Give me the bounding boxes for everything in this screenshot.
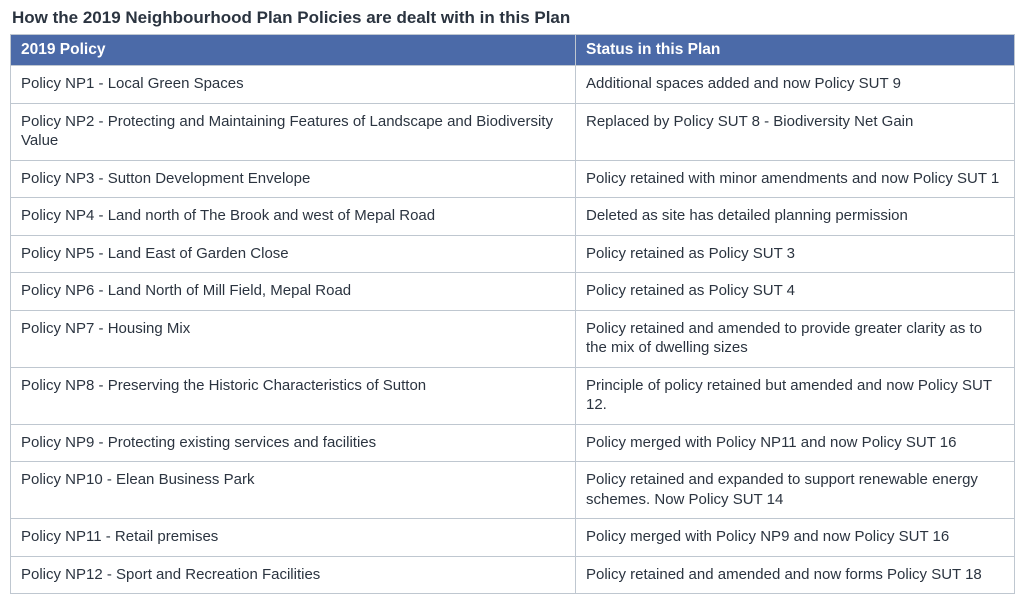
cell-status: Policy retained and expanded to support … [576,462,1015,519]
cell-policy: Policy NP12 - Sport and Recreation Facil… [11,556,576,594]
cell-status: Policy retained as Policy SUT 3 [576,235,1015,273]
cell-status: Policy retained with minor amendments an… [576,160,1015,198]
cell-status: Principle of policy retained but amended… [576,367,1015,424]
cell-policy: Policy NP4 - Land north of The Brook and… [11,198,576,236]
cell-status: Replaced by Policy SUT 8 - Biodiversity … [576,103,1015,160]
col-header-2019-policy: 2019 Policy [11,35,576,66]
cell-policy: Policy NP5 - Land East of Garden Close [11,235,576,273]
cell-policy: Policy NP11 - Retail premises [11,519,576,557]
cell-policy: Policy NP9 - Protecting existing service… [11,424,576,462]
table-row: Policy NP9 - Protecting existing service… [11,424,1015,462]
cell-status: Policy retained and amended and now form… [576,556,1015,594]
cell-status: Policy merged with Policy NP9 and now Po… [576,519,1015,557]
policy-table: 2019 Policy Status in this Plan Policy N… [10,34,1015,594]
cell-status: Policy merged with Policy NP11 and now P… [576,424,1015,462]
table-row: Policy NP10 - Elean Business Park Policy… [11,462,1015,519]
cell-policy: Policy NP1 - Local Green Spaces [11,66,576,104]
table-row: Policy NP5 - Land East of Garden Close P… [11,235,1015,273]
table-row: Policy NP1 - Local Green Spaces Addition… [11,66,1015,104]
cell-policy: Policy NP2 - Protecting and Maintaining … [11,103,576,160]
table-row: Policy NP3 - Sutton Development Envelope… [11,160,1015,198]
cell-policy: Policy NP3 - Sutton Development Envelope [11,160,576,198]
cell-policy: Policy NP8 - Preserving the Historic Cha… [11,367,576,424]
cell-policy: Policy NP7 - Housing Mix [11,310,576,367]
table-row: Policy NP8 - Preserving the Historic Cha… [11,367,1015,424]
table-row: Policy NP4 - Land north of The Brook and… [11,198,1015,236]
table-row: Policy NP7 - Housing Mix Policy retained… [11,310,1015,367]
table-row: Policy NP11 - Retail premises Policy mer… [11,519,1015,557]
table-row: Policy NP2 - Protecting and Maintaining … [11,103,1015,160]
cell-status: Policy retained and amended to provide g… [576,310,1015,367]
table-body: Policy NP1 - Local Green Spaces Addition… [11,66,1015,594]
cell-policy: Policy NP6 - Land North of Mill Field, M… [11,273,576,311]
cell-status: Policy retained as Policy SUT 4 [576,273,1015,311]
document-root: How the 2019 Neighbourhood Plan Policies… [0,0,1024,614]
table-row: Policy NP12 - Sport and Recreation Facil… [11,556,1015,594]
table-header-row: 2019 Policy Status in this Plan [11,35,1015,66]
cell-status: Additional spaces added and now Policy S… [576,66,1015,104]
cell-status: Deleted as site has detailed planning pe… [576,198,1015,236]
page-title: How the 2019 Neighbourhood Plan Policies… [12,8,1014,28]
col-header-status: Status in this Plan [576,35,1015,66]
table-row: Policy NP6 - Land North of Mill Field, M… [11,273,1015,311]
cell-policy: Policy NP10 - Elean Business Park [11,462,576,519]
